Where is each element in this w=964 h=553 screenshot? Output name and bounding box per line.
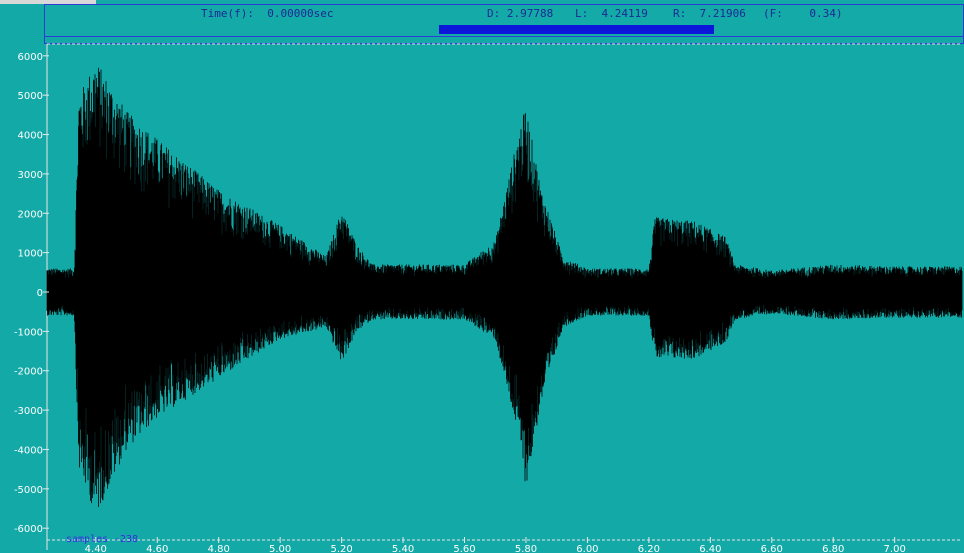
waveform-trace	[46, 67, 963, 507]
y-tick-label: -5000	[14, 485, 43, 496]
x-tick-label: 7.00	[884, 544, 906, 553]
waveform-path	[46, 67, 963, 507]
y-tick-label: -3000	[14, 406, 43, 417]
left-marker-readout: L: 4.24119	[575, 7, 648, 20]
duration-readout: D: 2.97788	[487, 7, 554, 20]
y-tick-label: -2000	[14, 367, 43, 378]
x-tick-label: 5.40	[392, 544, 414, 553]
x-tick-label: 6.20	[638, 544, 660, 553]
x-tick-label: 6.40	[699, 544, 721, 553]
y-tick-label: -6000	[14, 524, 43, 535]
x-tick-label: 5.00	[269, 544, 291, 553]
x-tick-label: 5.80	[515, 544, 537, 553]
y-tick-label: 6000	[18, 52, 43, 63]
time-readout: Time(f): 0.00000sec	[201, 7, 334, 20]
x-tick-label: 5.60	[453, 544, 475, 553]
y-tick-label: 2000	[18, 209, 43, 220]
y-tick-label: 0	[37, 288, 43, 299]
x-tick-label: 4.40	[85, 544, 107, 553]
right-marker-readout: R: 7.21906	[673, 7, 746, 20]
y-tick-label: 4000	[18, 131, 43, 142]
scrollbar-thumb[interactable]	[439, 25, 714, 34]
y-tick-label: -4000	[14, 445, 43, 456]
y-tick-label: -1000	[14, 327, 43, 338]
x-tick-label: 4.60	[146, 544, 168, 553]
window-tab-stub	[0, 0, 96, 4]
fraction-readout: (F: 0.34)	[763, 7, 843, 20]
readout-bar: Time(f): 0.00000sec D: 2.97788 L: 4.2411…	[44, 4, 964, 25]
x-tick-label: 6.80	[822, 544, 844, 553]
samples-value: -238	[114, 534, 138, 545]
x-tick-label: 5.20	[330, 544, 352, 553]
x-tick-label: 6.00	[576, 544, 598, 553]
y-tick-label: 3000	[18, 170, 43, 181]
y-tick-label: 5000	[18, 91, 43, 102]
y-tick-label: 1000	[18, 249, 43, 260]
x-tick-label: 6.60	[761, 544, 783, 553]
x-tick-label: 4.80	[208, 544, 230, 553]
samples-label: samples	[66, 534, 108, 545]
